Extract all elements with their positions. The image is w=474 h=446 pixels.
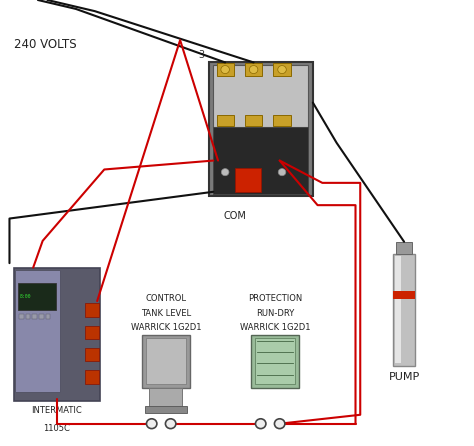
Bar — [273, 115, 291, 126]
FancyBboxPatch shape — [251, 334, 299, 388]
Bar — [46, 314, 50, 319]
Text: PROTECTION: PROTECTION — [248, 294, 302, 303]
Text: WARRICK 1G2D1: WARRICK 1G2D1 — [131, 323, 201, 332]
Bar — [145, 406, 187, 413]
Circle shape — [278, 169, 286, 176]
Text: PUMP: PUMP — [389, 372, 419, 382]
FancyBboxPatch shape — [142, 334, 190, 388]
Bar — [85, 370, 99, 384]
Circle shape — [249, 66, 258, 74]
Text: WARRICK 1G2D1: WARRICK 1G2D1 — [240, 323, 310, 332]
Bar — [15, 270, 60, 392]
Bar — [393, 291, 415, 299]
Circle shape — [146, 419, 157, 429]
Circle shape — [274, 419, 285, 429]
Bar — [396, 242, 412, 254]
Text: COM: COM — [223, 211, 246, 220]
Bar — [395, 256, 401, 363]
Bar — [273, 63, 291, 76]
Text: 240 VOLTS: 240 VOLTS — [14, 38, 77, 51]
FancyBboxPatch shape — [14, 268, 100, 401]
Bar — [235, 168, 261, 192]
Bar — [213, 127, 308, 194]
Bar — [85, 326, 99, 339]
Bar — [19, 314, 24, 319]
Bar — [146, 338, 186, 384]
Bar — [149, 388, 182, 408]
Circle shape — [278, 66, 286, 74]
Bar — [245, 63, 262, 76]
Bar — [18, 283, 55, 310]
FancyBboxPatch shape — [209, 62, 313, 196]
Bar — [32, 314, 37, 319]
Text: INTERMATIC: INTERMATIC — [31, 406, 82, 415]
Bar — [393, 254, 415, 366]
Bar — [213, 65, 308, 127]
Bar — [39, 314, 44, 319]
Text: 1105C: 1105C — [44, 424, 70, 433]
Circle shape — [255, 419, 266, 429]
Text: RUN-DRY: RUN-DRY — [256, 309, 294, 318]
Text: 3: 3 — [199, 50, 204, 60]
Bar — [217, 115, 234, 126]
Bar — [26, 314, 30, 319]
Bar — [217, 63, 234, 76]
Circle shape — [221, 169, 229, 176]
Bar — [245, 115, 262, 126]
Circle shape — [165, 419, 176, 429]
Text: CONTROL: CONTROL — [146, 294, 186, 303]
Circle shape — [221, 66, 229, 74]
Bar — [85, 348, 99, 361]
Bar — [255, 338, 295, 384]
Bar — [85, 303, 99, 317]
Text: TANK LEVEL: TANK LEVEL — [141, 309, 191, 318]
Text: 8:00: 8:00 — [20, 294, 31, 299]
